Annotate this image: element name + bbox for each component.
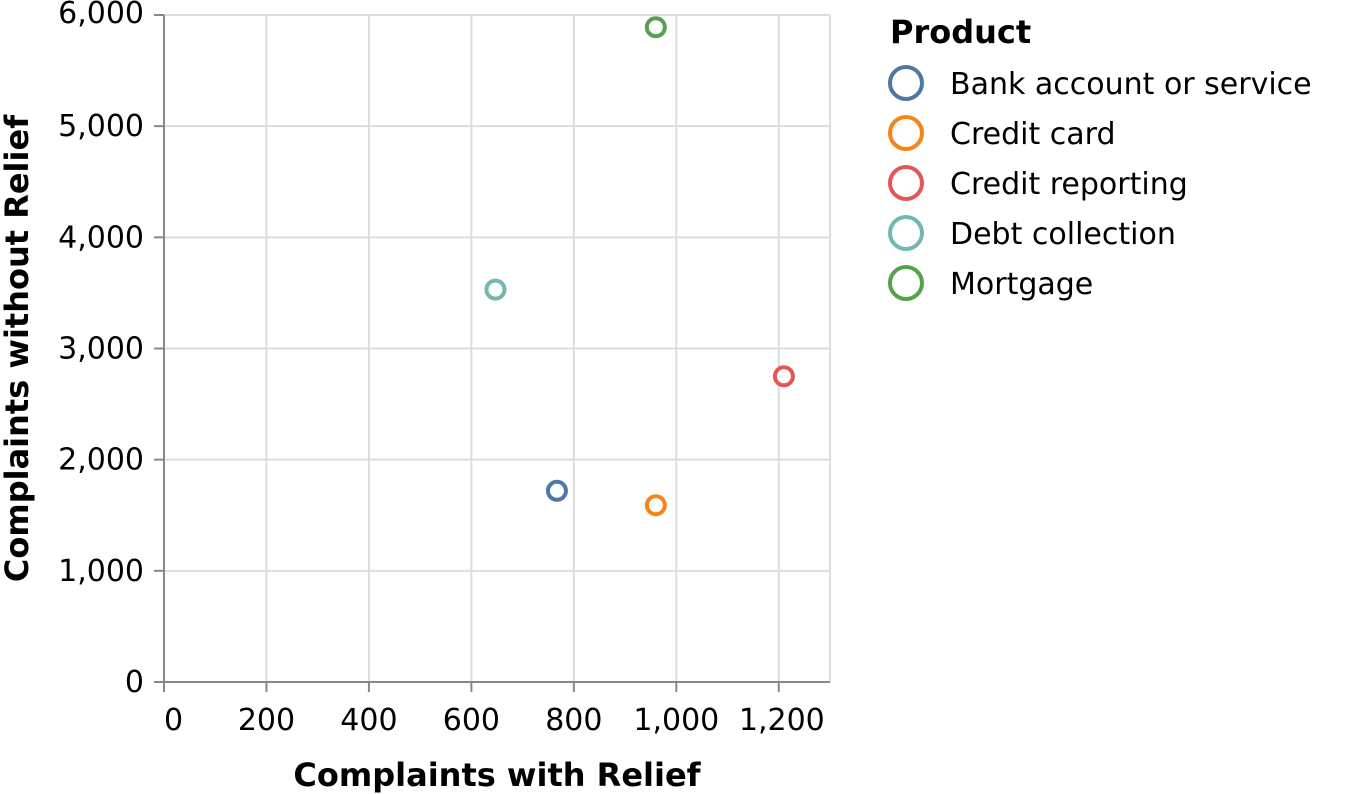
legend-symbol	[888, 165, 924, 201]
legend-symbol	[888, 215, 924, 251]
legend-items: Bank account or service Credit card Credit…	[888, 65, 1312, 302]
data-point	[772, 365, 795, 388]
x-tick-label: 800	[545, 703, 602, 738]
x-tick-label: 0	[164, 703, 183, 738]
legend-label: Credit reporting	[950, 167, 1188, 202]
legend-title: Product	[890, 13, 1031, 51]
legend: Product Bank account or service Credit ca…	[888, 13, 1312, 302]
x-axis-title: Complaints with Relief	[293, 756, 701, 794]
data-point	[644, 494, 667, 517]
legend-label: Bank account or service	[950, 67, 1312, 102]
y-tick-label: 1,000	[58, 554, 144, 589]
legend-symbol	[888, 265, 924, 301]
legend-symbol	[888, 65, 924, 101]
data-point	[644, 16, 667, 39]
x-tick-label: 600	[443, 703, 500, 738]
y-tick-label: 5,000	[58, 109, 144, 144]
x-tick-label: 1,200	[739, 703, 825, 738]
legend-label: Debt collection	[950, 217, 1176, 252]
y-tick-label: 4,000	[58, 220, 144, 255]
legend-label: Mortgage	[950, 267, 1093, 302]
x-tick-label: 400	[340, 703, 397, 738]
y-tick-label: 6,000	[58, 0, 144, 31]
grid-lines	[163, 14, 831, 683]
y-tick-label: 2,000	[58, 443, 144, 478]
axes: 0 200 400 600 800 1,000 1,200 0 1,000 2,000 3,000 4…	[58, 0, 830, 738]
legend-symbol	[888, 115, 924, 151]
data-point	[545, 479, 568, 502]
y-tick-label: 0	[125, 665, 144, 700]
y-tick-label: 3,000	[58, 332, 144, 367]
x-tick-label: 200	[238, 703, 295, 738]
x-tick-label: 1,000	[633, 703, 719, 738]
legend-label: Credit card	[950, 117, 1115, 152]
data-points	[484, 16, 795, 517]
data-point	[484, 278, 507, 301]
y-axis-title: Complaints without Relief	[0, 114, 36, 582]
